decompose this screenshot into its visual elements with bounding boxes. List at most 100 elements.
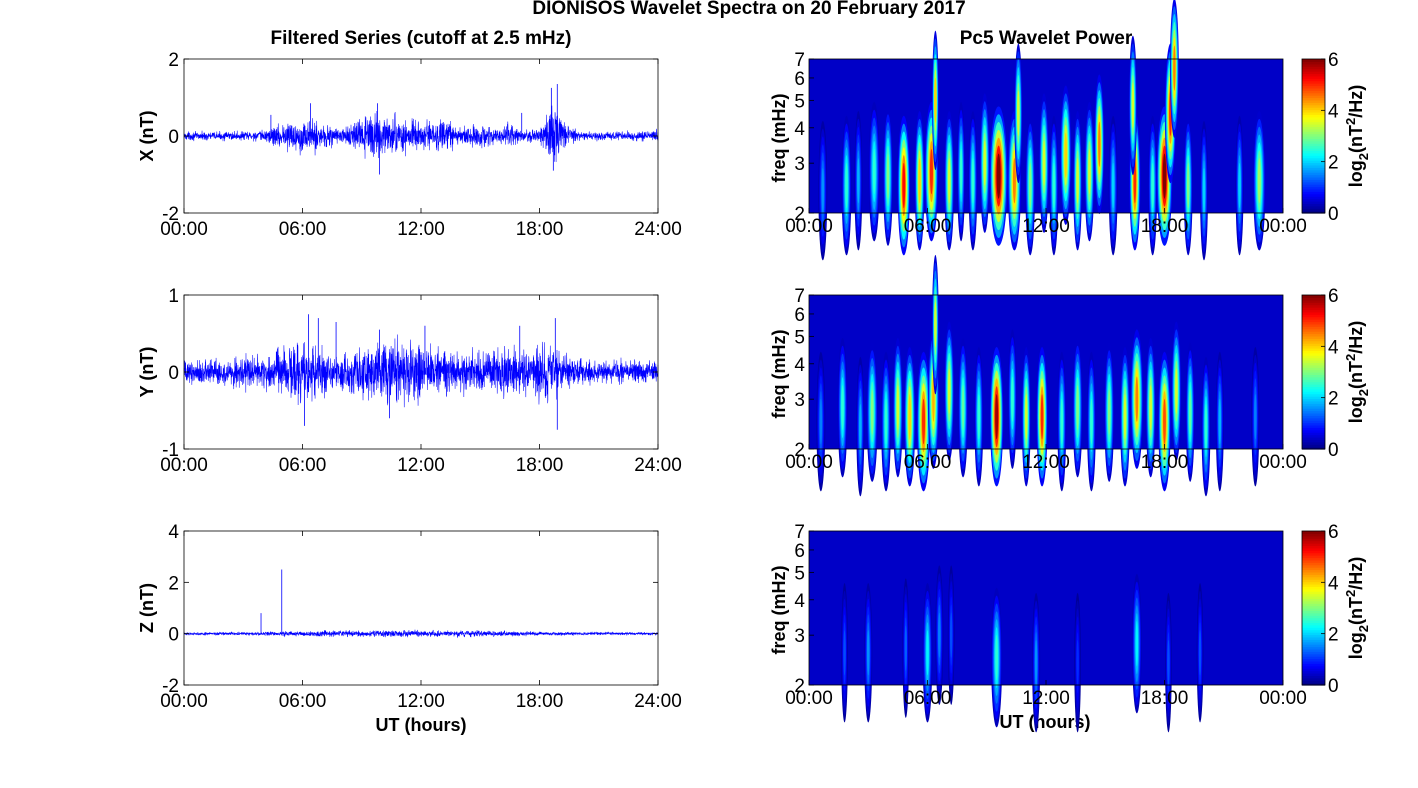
- colorbar-step: [1302, 181, 1325, 185]
- colorbar-step: [1302, 193, 1325, 197]
- power-blob: [979, 93, 990, 233]
- y-tick-label: 0: [168, 127, 179, 148]
- power-contour: [870, 389, 874, 435]
- power-blob: [1084, 101, 1095, 242]
- power-contour: [1204, 403, 1208, 450]
- heatmap-ylabel: freq (mHz): [769, 565, 789, 654]
- colorbar-step: [1302, 574, 1325, 578]
- power-contour: [1076, 158, 1079, 204]
- colorbar-step: [1302, 179, 1325, 183]
- power-blob: [991, 587, 1003, 728]
- power-blob: [1104, 342, 1115, 482]
- power-blob: [1145, 337, 1156, 478]
- power-contour: [1040, 394, 1044, 440]
- colorbar-step: [1302, 639, 1325, 643]
- power-contour: [995, 634, 998, 681]
- colorbar-step: [1302, 586, 1325, 590]
- colorbar-step: [1302, 299, 1325, 303]
- colorbar-label: log2(nT2/Hz): [1343, 321, 1371, 423]
- colorbar-step: [1302, 172, 1325, 176]
- x-tick-label: 06:00: [904, 452, 952, 473]
- colorbar-step: [1302, 343, 1325, 347]
- colorbar-step: [1302, 405, 1325, 409]
- power-contour: [1011, 376, 1014, 422]
- colorbar-step: [1302, 677, 1325, 681]
- colorbar-step: [1302, 653, 1325, 657]
- colorbar-step: [1302, 562, 1325, 566]
- y-tick-label: 3: [794, 390, 805, 411]
- x-tick-label: 24:00: [634, 691, 682, 712]
- colorbar-step: [1302, 102, 1325, 106]
- colorbar-step: [1302, 59, 1325, 63]
- colorbar-step: [1302, 80, 1325, 84]
- colorbar-step: [1302, 665, 1325, 669]
- power-blob: [856, 356, 865, 497]
- colorbar-step: [1302, 116, 1325, 120]
- power-contour: [821, 167, 825, 214]
- colorbar-step: [1302, 174, 1325, 178]
- power-blob: [1025, 115, 1036, 256]
- colorbar-step: [1302, 591, 1325, 595]
- power-blob: [816, 351, 826, 492]
- colorbar-step: [1302, 319, 1325, 323]
- power-contour: [1111, 162, 1115, 209]
- colorbar-label-part: log: [1346, 396, 1366, 423]
- colorbar-step: [1302, 97, 1325, 101]
- colorbar-step: [1302, 557, 1325, 561]
- colorbar-step: [1302, 150, 1325, 154]
- colorbar-step: [1302, 350, 1325, 354]
- colorbar-label-part: 2: [1356, 625, 1371, 632]
- colorbar-step: [1302, 615, 1325, 619]
- power-contour: [1167, 639, 1170, 686]
- y-tick-label: 5: [794, 563, 805, 584]
- colorbar-step: [1302, 331, 1325, 335]
- power-contour: [1149, 385, 1152, 431]
- x-tick-label: 06:00: [904, 216, 952, 237]
- x-tick-label: 12:00: [1022, 452, 1070, 473]
- colorbar-label-part: (nT: [1346, 597, 1366, 625]
- colorbar-step: [1302, 376, 1325, 380]
- x-tick-label: 00:00: [785, 452, 833, 473]
- colorbar-step: [1302, 347, 1325, 351]
- colorbar-label-part: (nT: [1346, 361, 1366, 389]
- colorbar-step: [1302, 644, 1325, 648]
- colorbar-step: [1302, 302, 1325, 306]
- power-blob: [1073, 110, 1083, 251]
- power-blob: [1108, 115, 1118, 256]
- colorbar-step: [1302, 68, 1325, 72]
- power-contour: [867, 630, 870, 676]
- colorbar-step: [1302, 391, 1325, 395]
- power-blob: [881, 351, 891, 492]
- colorbar-step: [1302, 393, 1325, 397]
- colorbar-step: [1302, 593, 1325, 597]
- colorbar-label-part: log: [1346, 160, 1366, 187]
- x-tick-label: 18:00: [1141, 452, 1189, 473]
- power-contour: [1151, 162, 1154, 209]
- series-panel-z: 4 2 0 -200:00 06:00 12:00 18:00 24:00 Z (nT): [137, 522, 682, 712]
- colorbar-step: [1302, 304, 1325, 308]
- colorbar-step: [1302, 307, 1325, 311]
- power-blob: [932, 254, 939, 395]
- power-blob: [1074, 592, 1081, 733]
- colorbar-step: [1302, 403, 1325, 407]
- left-xlabel: UT (hours): [376, 715, 467, 735]
- power-contour: [996, 153, 1001, 199]
- colorbar-step: [1302, 186, 1325, 190]
- y-tick-label: -2: [162, 204, 179, 225]
- colorbar-step: [1302, 675, 1325, 679]
- power-blob: [1021, 346, 1031, 487]
- power-blob: [1086, 351, 1096, 492]
- power-contour: [902, 162, 906, 209]
- colorbar-step: [1302, 143, 1325, 147]
- power-contour: [904, 625, 907, 671]
- y-tick-label: 4: [794, 355, 805, 376]
- power-blob: [1128, 35, 1137, 176]
- x-tick-label: 12:00: [1022, 216, 1070, 237]
- colorbar-step: [1302, 381, 1325, 385]
- power-blob: [1131, 573, 1142, 714]
- power-blob: [1169, 0, 1179, 138]
- colorbar-step: [1302, 417, 1325, 421]
- power-contour: [896, 385, 900, 431]
- x-tick-label: 00:00: [160, 691, 208, 712]
- power-contour: [886, 153, 890, 199]
